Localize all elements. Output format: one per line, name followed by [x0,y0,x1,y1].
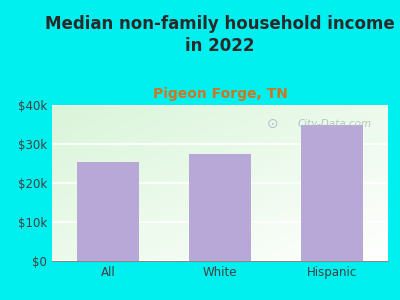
Text: Pigeon Forge, TN: Pigeon Forge, TN [152,87,288,101]
Text: ⊙: ⊙ [266,117,278,131]
Bar [301,124,363,261]
Text: Median non-family household income
in 2022: Median non-family household income in 20… [45,15,395,55]
Bar [189,154,251,261]
Bar [77,161,139,261]
Text: City-Data.com: City-Data.com [297,119,372,129]
